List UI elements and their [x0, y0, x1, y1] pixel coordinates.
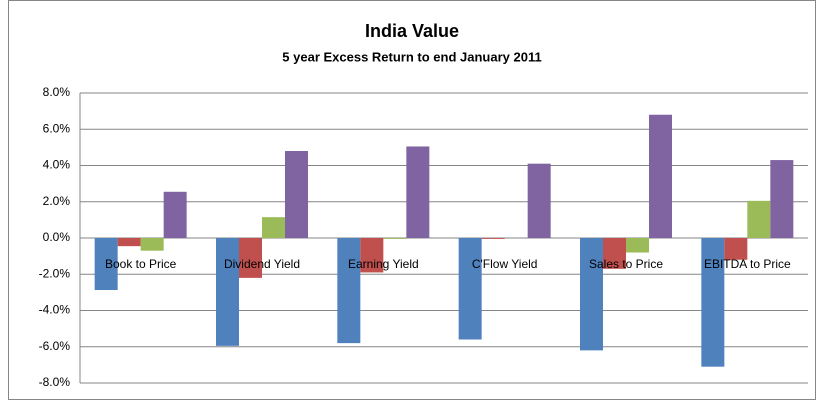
bar: [481, 238, 505, 239]
y-tick-label: 8.0%: [43, 85, 71, 99]
x-tick-label: Book to Price: [105, 257, 177, 271]
bar: [94, 238, 118, 291]
bar: [117, 238, 141, 247]
y-tick-label: -6.0%: [39, 339, 71, 353]
y-tick-label: -4.0%: [39, 303, 71, 317]
bar: [163, 191, 187, 238]
x-tick-label: Dividend Yield: [224, 257, 300, 271]
bar: [626, 238, 649, 253]
bar: [140, 238, 164, 251]
x-tick-label: Earning Yield: [348, 257, 419, 271]
x-tick-label: Sales to Price: [589, 257, 663, 271]
bar: [724, 238, 748, 260]
bar: [603, 238, 626, 269]
bar: [770, 160, 794, 238]
x-tick-label: C'Flow Yield: [472, 257, 538, 271]
bar: [747, 200, 771, 238]
y-tick-label: -8.0%: [39, 375, 71, 389]
bar: [262, 217, 285, 238]
bar: [285, 151, 308, 238]
bar: [527, 163, 551, 238]
chart-title: India Value: [365, 21, 459, 41]
bar: [239, 238, 262, 278]
y-tick-label: 2.0%: [43, 194, 71, 208]
chart-subtitle: 5 year Excess Return to end January 2011: [282, 49, 541, 64]
y-tick-label: -2.0%: [39, 266, 71, 280]
bar: [360, 238, 384, 273]
bar: [216, 238, 239, 346]
bar: [701, 238, 725, 367]
bar: [458, 238, 482, 340]
bar: [580, 238, 603, 351]
bar: [383, 238, 407, 239]
bar: [649, 114, 672, 238]
y-tick-label: 4.0%: [43, 158, 71, 172]
y-tick-label: 0.0%: [43, 230, 71, 244]
bar: [406, 146, 430, 238]
x-tick-label: EBITDA to Price: [704, 257, 791, 271]
bar: [337, 238, 361, 344]
y-tick-label: 6.0%: [43, 121, 71, 135]
